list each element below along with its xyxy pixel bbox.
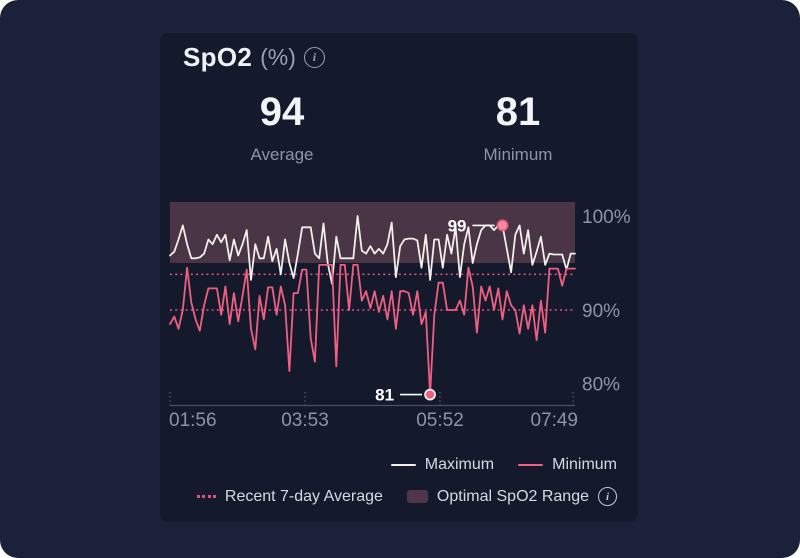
legend-maximum-label: Maximum bbox=[424, 456, 495, 473]
minimum-stat: 81 Minimum bbox=[448, 90, 588, 165]
x-tick-label: 01:56 bbox=[169, 410, 217, 431]
minimum-stat-value: 81 bbox=[495, 90, 541, 134]
y-tick-label: 80% bbox=[582, 375, 620, 396]
card-title-unit: (%) bbox=[260, 44, 296, 70]
legend-minimum-label: Minimum bbox=[552, 456, 617, 473]
card-header: SpO2 (%) i bbox=[183, 42, 325, 73]
avg-dotted-swatch bbox=[196, 495, 216, 498]
annotation-dot bbox=[424, 388, 436, 401]
minimum-series-line bbox=[169, 263, 576, 396]
average-stat-label: Average bbox=[250, 145, 314, 164]
x-tick-label: 05:52 bbox=[416, 410, 464, 431]
info-icon[interactable]: i bbox=[303, 47, 325, 68]
annotation-dot bbox=[496, 219, 509, 232]
minimum-line-swatch bbox=[518, 464, 544, 466]
card-title: SpO2 bbox=[183, 42, 253, 72]
legend-avg-label: Recent 7-day Average bbox=[224, 487, 383, 505]
y-tick-label: 100% bbox=[582, 207, 631, 228]
legend-item-avg: Recent 7-day Average bbox=[196, 487, 383, 506]
legend-row-references: Recent 7-day Average Optimal SpO2 Range … bbox=[196, 487, 617, 506]
optimal-range-swatch bbox=[406, 490, 428, 503]
average-stat: 94 Average bbox=[212, 90, 352, 165]
legend-item-maximum: Maximum bbox=[390, 456, 495, 474]
legend-item-optimal: Optimal SpO2 Range i bbox=[406, 487, 617, 506]
annotation-label: 99 bbox=[448, 216, 467, 235]
annotation-label: 81 bbox=[375, 386, 394, 405]
spo2-card bbox=[160, 33, 638, 522]
legend-item-minimum: Minimum bbox=[518, 456, 617, 474]
x-tick-label: 07:49 bbox=[530, 410, 578, 431]
maximum-line-swatch bbox=[390, 464, 416, 466]
maximum-series-line bbox=[169, 215, 576, 285]
legend-row-series: Maximum Minimum bbox=[390, 456, 617, 474]
optimal-range-info-icon[interactable]: i bbox=[598, 487, 617, 506]
y-tick-label: 90% bbox=[582, 301, 620, 322]
x-tick-label: 03:53 bbox=[281, 410, 329, 431]
legend-optimal-label: Optimal SpO2 Range bbox=[436, 487, 589, 505]
average-stat-value: 94 bbox=[259, 90, 305, 134]
minimum-stat-label: Minimum bbox=[483, 145, 553, 164]
